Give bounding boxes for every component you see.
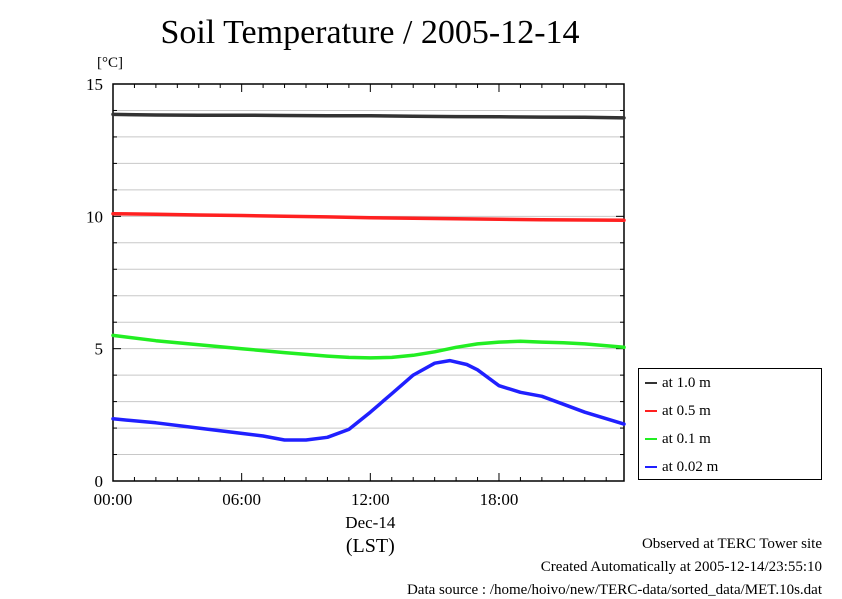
x-tick-label: 06:00 xyxy=(222,490,261,509)
x-tick-label: 00:00 xyxy=(94,490,133,509)
series-line xyxy=(111,358,626,442)
footer-created: Created Automatically at 2005-12-14/23:5… xyxy=(540,559,822,575)
legend-item: at 0.1 m xyxy=(645,430,711,448)
x-tick-label: 12:00 xyxy=(351,490,390,509)
grid-lines xyxy=(113,109,624,456)
legend-swatch xyxy=(645,382,657,384)
legend-item: at 1.0 m xyxy=(645,374,711,392)
x-tick-label: 18:00 xyxy=(480,490,519,509)
y-tick-label: 10 xyxy=(86,207,103,226)
legend-swatch xyxy=(645,438,657,440)
legend-label: at 1.0 m xyxy=(662,374,711,391)
legend-item: at 0.5 m xyxy=(645,402,711,420)
footer-site: Observed at TERC Tower site xyxy=(641,536,822,552)
legend-label: at 0.5 m xyxy=(662,402,711,419)
y-tick-label: 15 xyxy=(86,75,103,94)
legend-label: at 0.02 m xyxy=(662,458,719,475)
legend-item: at 0.02 m xyxy=(645,458,718,476)
series-line xyxy=(111,333,626,360)
series-line xyxy=(111,112,626,120)
chart-legend: at 1.0 m at 0.5 m at 0.1 m at 0.02 m xyxy=(638,368,822,480)
chart-title: Soil Temperature / 2005-12-14 xyxy=(160,14,580,51)
tick-labels: 0 5 10 15 00:00 06:00 12:00 18:00 Dec-14 (LST) xyxy=(86,75,518,557)
footer-source: Data source : /home/hoivo/new/TERC-data/… xyxy=(406,582,822,598)
y-axis-unit: [°C] xyxy=(97,55,123,71)
series-lines xyxy=(111,112,626,442)
y-tick-label: 5 xyxy=(95,340,104,359)
plot-frame xyxy=(112,83,625,482)
x-date-label: Dec-14 xyxy=(345,513,396,532)
legend-swatch xyxy=(645,410,657,412)
y-tick-label: 0 xyxy=(95,472,104,491)
x-axis-label: (LST) xyxy=(346,535,395,557)
legend-swatch xyxy=(645,466,657,468)
axis-ticks xyxy=(112,83,624,482)
series-line xyxy=(111,211,626,223)
legend-label: at 0.1 m xyxy=(662,430,711,447)
